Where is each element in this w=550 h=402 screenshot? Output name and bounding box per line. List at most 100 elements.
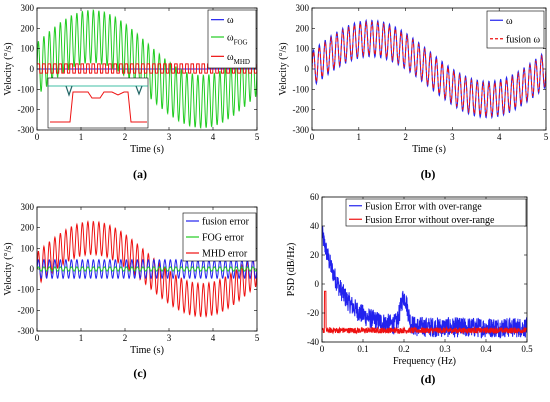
legend-entry-main: ω bbox=[227, 52, 234, 63]
series-line-fusion- bbox=[312, 20, 546, 118]
y-tick-label: 300 bbox=[21, 202, 35, 212]
panel-c: 0 1 2 3 4 5 -300 -200 -100 0 100 200 300 Time (s) Velo… bbox=[3, 202, 260, 380]
y-tick-label: 20 bbox=[310, 250, 320, 260]
y-tick-label: 200 bbox=[21, 223, 35, 233]
legend: ω fusion ω bbox=[486, 10, 545, 49]
x-tick-label: 3 bbox=[167, 132, 172, 142]
x-tick-label: 0.2 bbox=[398, 344, 409, 354]
y-tick-label: 300 bbox=[296, 3, 310, 13]
y-tick-label: 300 bbox=[21, 3, 35, 13]
y-tick-label: -200 bbox=[18, 305, 35, 315]
x-tick-label: 4 bbox=[211, 132, 216, 142]
inset-dip-right bbox=[135, 85, 143, 96]
y-axis-label: PSD (dB/Hz) bbox=[286, 243, 297, 297]
y-tick-label: -100 bbox=[18, 84, 35, 94]
x-tick-label: 1 bbox=[357, 132, 362, 142]
x-tick-label: 0 bbox=[35, 333, 40, 343]
legend-entry-main: ω bbox=[227, 15, 234, 26]
y-tick-label: -40 bbox=[307, 337, 319, 347]
panel-d: 0 0.1 0.2 0.3 0.4 0.5 -40 -20 0 20 40 60 Frequency (… bbox=[286, 192, 533, 386]
x-axis-label: Frequency (Hz) bbox=[393, 356, 456, 367]
legend-entry-main: fusion error bbox=[202, 217, 250, 228]
x-tick-label: 2 bbox=[403, 132, 408, 142]
x-tick-label: 0 bbox=[320, 344, 325, 354]
y-tick-label: 0 bbox=[305, 64, 310, 74]
y-tick-label: -100 bbox=[18, 285, 35, 295]
panel-caption: (b) bbox=[421, 167, 436, 181]
y-tick-label: -20 bbox=[307, 308, 319, 318]
legend-entry-main: ω bbox=[506, 16, 513, 27]
x-tick-label: 0 bbox=[35, 132, 40, 142]
panel-a: 0 1 2 3 4 5 -300 -200 -100 0 100 200 300 Time (s) Velo… bbox=[3, 3, 260, 181]
x-axis-label: Time (s) bbox=[412, 144, 446, 155]
x-tick-label: 1 bbox=[79, 333, 84, 343]
x-tick-label: 5 bbox=[544, 132, 549, 142]
x-tick-label: 4 bbox=[211, 333, 216, 343]
inset-frame bbox=[47, 77, 149, 129]
y-tick-label: 100 bbox=[296, 44, 310, 54]
panel-caption: (c) bbox=[133, 366, 146, 380]
legend-entry-main: Fusion Error with over-range bbox=[365, 201, 482, 212]
legend-entry: MHD error bbox=[202, 249, 248, 260]
legend-entry: Fusion Error without over-range bbox=[365, 215, 495, 226]
y-tick-label: 60 bbox=[310, 192, 320, 202]
y-tick-label: 200 bbox=[21, 23, 35, 33]
legend-entry-main: Fusion Error without over-range bbox=[365, 215, 495, 226]
x-axis-label: Time (s) bbox=[130, 345, 164, 356]
plot-frame bbox=[321, 196, 528, 343]
panel-b: 0 1 2 3 4 5 -300 -200 -100 0 100 200 300 Time (s) Velo… bbox=[278, 3, 549, 181]
legend-entry: FOG error bbox=[202, 233, 245, 244]
y-tick-label: -100 bbox=[293, 84, 310, 94]
x-axis-label: Time (s) bbox=[130, 144, 164, 155]
series-line-fusion-error-without-over-range bbox=[322, 290, 527, 335]
y-tick-label: 100 bbox=[21, 44, 35, 54]
legend-entry-main: FOG error bbox=[202, 233, 245, 244]
legend-entry-sub: MHD bbox=[234, 58, 250, 66]
x-tick-label: 0.1 bbox=[357, 344, 368, 354]
y-tick-label: -200 bbox=[293, 105, 310, 115]
y-tick-label: 0 bbox=[30, 64, 35, 74]
x-tick-label: 3 bbox=[167, 333, 172, 343]
y-axis-label: Velocity (°/s) bbox=[3, 242, 14, 295]
x-tick-label: 0.5 bbox=[521, 344, 533, 354]
legend: Fusion Error with over-range Fusion Error… bbox=[345, 198, 527, 227]
inset-zoom bbox=[47, 77, 149, 129]
y-tick-label: -300 bbox=[18, 326, 35, 336]
y-tick-label: -300 bbox=[18, 125, 35, 135]
legend-entry: ωFOG bbox=[227, 33, 248, 47]
x-tick-label: 5 bbox=[255, 132, 260, 142]
panel-caption: (a) bbox=[133, 167, 147, 181]
y-tick-label: -300 bbox=[293, 125, 310, 135]
x-tick-label: 3 bbox=[450, 132, 455, 142]
x-tick-label: 0.4 bbox=[480, 344, 492, 354]
y-tick-label: 0 bbox=[315, 279, 320, 289]
y-axis-label: Velocity (°/s) bbox=[278, 42, 289, 95]
y-tick-label: 100 bbox=[21, 243, 35, 253]
y-tick-label: -200 bbox=[18, 105, 35, 115]
x-tick-label: 0.3 bbox=[439, 344, 451, 354]
legend-entry: ωMHD bbox=[227, 52, 250, 66]
y-tick-label: 200 bbox=[296, 23, 310, 33]
x-tick-label: 2 bbox=[123, 333, 128, 343]
series-line-fusion-error-with-over-range bbox=[322, 226, 527, 339]
legend-entry: fusion error bbox=[202, 217, 250, 228]
y-axis-label: Velocity (°/s) bbox=[3, 42, 14, 95]
legend-entry-main: ω bbox=[227, 33, 234, 44]
x-tick-label: 0 bbox=[310, 132, 315, 142]
y-tick-label: 40 bbox=[310, 221, 320, 231]
inset-dip-left bbox=[65, 85, 73, 97]
legend-entry: ω bbox=[227, 15, 234, 26]
y-tick-label: 0 bbox=[30, 264, 35, 274]
inset-red-line bbox=[50, 91, 147, 123]
panel-caption: (d) bbox=[421, 372, 436, 386]
x-tick-label: 4 bbox=[497, 132, 502, 142]
legend-entry-sub: FOG bbox=[234, 39, 248, 47]
legend: fusion error FOG error MHD error bbox=[182, 212, 257, 262]
legend-entry: ω bbox=[506, 16, 513, 27]
legend-entry-main: MHD error bbox=[202, 249, 248, 260]
legend-entry: fusion ω bbox=[506, 34, 541, 45]
x-tick-label: 2 bbox=[123, 132, 128, 142]
legend-entry-main: fusion ω bbox=[506, 34, 541, 45]
